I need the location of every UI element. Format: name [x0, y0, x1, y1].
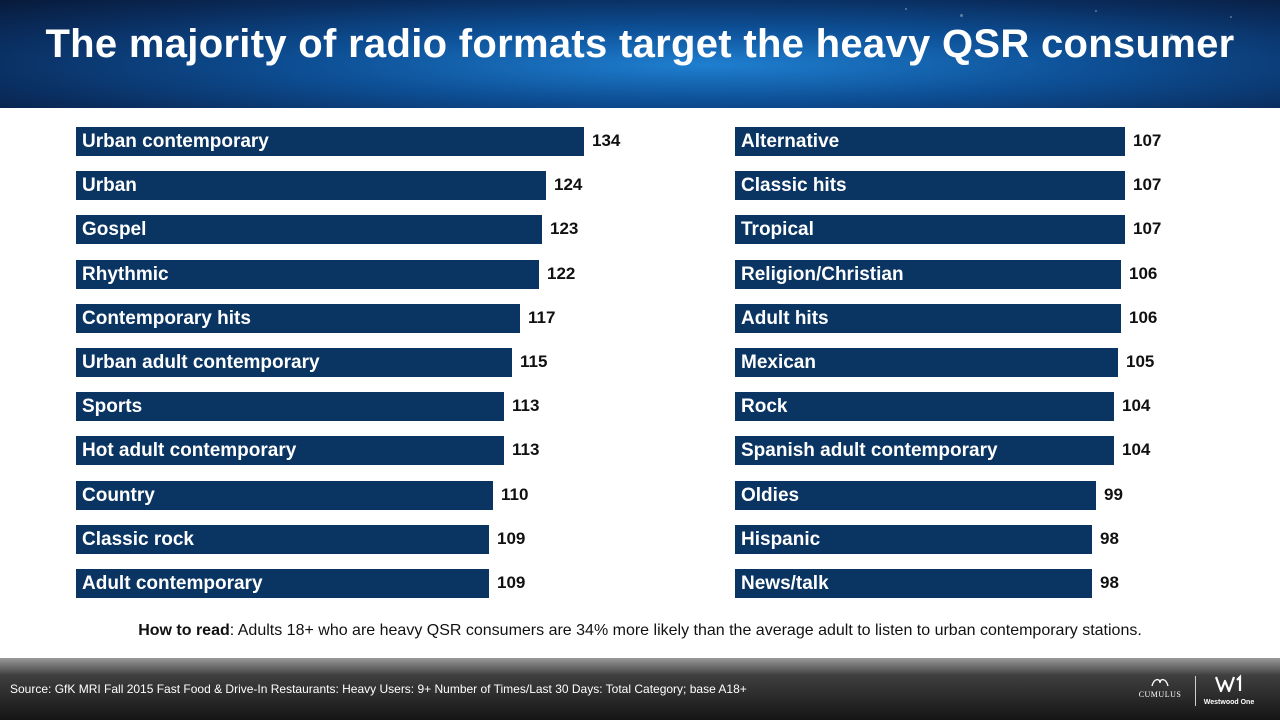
- sparkle-dot: [905, 8, 907, 10]
- logo-divider: [1195, 676, 1196, 706]
- bar-category-label: Adult contemporary: [82, 572, 263, 594]
- bar-category-label: Urban adult contemporary: [82, 351, 320, 373]
- bar-category-label: Mexican: [741, 351, 816, 373]
- bar-value-label: 113: [512, 396, 540, 415]
- page-title: The majority of radio formats target the…: [45, 22, 1235, 66]
- sparkle-dot: [1010, 30, 1012, 32]
- how-to-read-label: How to read: [138, 622, 230, 639]
- chart-bar: Gospel: [76, 215, 542, 244]
- chart-bar: News/talk: [735, 569, 1092, 598]
- bar-category-label: Hot adult contemporary: [82, 439, 297, 461]
- bar-value-label: 115: [520, 352, 548, 371]
- westwood-one-text: Westwood One: [1203, 699, 1255, 706]
- bar-value-label: 123: [550, 219, 579, 238]
- chart-bar: Sports: [76, 392, 504, 421]
- bar-category-label: Religion/Christian: [741, 263, 904, 285]
- bar-category-label: News/talk: [741, 572, 829, 594]
- bar-value-label: 98: [1100, 573, 1119, 592]
- bar-value-label: 104: [1122, 396, 1151, 415]
- sparkle-dot: [1230, 16, 1232, 18]
- cumulus-logo: CUMULUS: [1134, 676, 1186, 710]
- chart-bar: Alternative: [735, 127, 1125, 156]
- chart-bar: Spanish adult contemporary: [735, 436, 1114, 465]
- chart-bar: Religion/Christian: [735, 260, 1121, 289]
- chart-bar: Rhythmic: [76, 260, 539, 289]
- bar-value-label: 109: [497, 529, 526, 548]
- cumulus-swirl-icon: [1134, 676, 1186, 690]
- bar-category-label: Spanish adult contemporary: [741, 439, 998, 461]
- bar-value-label: 124: [554, 175, 583, 194]
- footer-bar: Source: GfK MRI Fall 2015 Fast Food & Dr…: [0, 658, 1280, 720]
- bar-value-label: 122: [547, 264, 576, 283]
- bar-category-label: Classic rock: [82, 528, 194, 550]
- chart-bar: Classic rock: [76, 525, 489, 554]
- chart-bar: Adult contemporary: [76, 569, 489, 598]
- bar-value-label: 104: [1122, 440, 1151, 459]
- bar-value-label: 134: [592, 131, 621, 150]
- sparkle-dot: [1170, 34, 1173, 37]
- bar-category-label: Country: [82, 484, 155, 506]
- sparkle-dot: [1095, 10, 1097, 12]
- bar-value-label: 107: [1133, 219, 1162, 238]
- sparkle-dot: [960, 14, 963, 17]
- chart-bar: Hot adult contemporary: [76, 436, 504, 465]
- bar-value-label: 113: [512, 440, 540, 459]
- bar-category-label: Tropical: [741, 218, 814, 240]
- bar-category-label: Oldies: [741, 484, 800, 506]
- chart-bar: Urban: [76, 171, 546, 200]
- bar-category-label: Urban: [82, 174, 137, 196]
- chart-bar: Mexican: [735, 348, 1118, 377]
- bar-category-label: Contemporary hits: [82, 307, 251, 329]
- bar-category-label: Classic hits: [741, 174, 847, 196]
- bar-category-label: Urban contemporary: [82, 130, 269, 152]
- how-to-read-text: : Adults 18+ who are heavy QSR consumers…: [229, 622, 1142, 639]
- bar-value-label: 106: [1129, 308, 1158, 327]
- bar-value-label: 107: [1133, 175, 1162, 194]
- chart-bar: Rock: [735, 392, 1114, 421]
- bar-value-label: 107: [1133, 131, 1162, 150]
- chart-bar: Urban adult contemporary: [76, 348, 512, 377]
- westwood-w1-icon: [1200, 674, 1258, 699]
- chart-bar: Tropical: [735, 215, 1125, 244]
- chart-bar: Classic hits: [735, 171, 1125, 200]
- bar-category-label: Hispanic: [741, 528, 821, 550]
- westwood-one-logo: Westwood One: [1200, 674, 1258, 712]
- bar-category-label: Sports: [82, 395, 143, 417]
- bar-value-label: 106: [1129, 264, 1158, 283]
- chart-bar: Hispanic: [735, 525, 1092, 554]
- cumulus-logo-text: CUMULUS: [1138, 690, 1182, 699]
- chart-bar: Contemporary hits: [76, 304, 520, 333]
- bar-category-label: Rhythmic: [82, 263, 169, 285]
- bar-value-label: 105: [1126, 352, 1155, 371]
- bar-category-label: Alternative: [741, 130, 840, 152]
- bar-category-label: Gospel: [82, 218, 147, 240]
- bar-value-label: 98: [1100, 529, 1119, 548]
- source-note: Source: GfK MRI Fall 2015 Fast Food & Dr…: [10, 682, 747, 696]
- chart-bar: Adult hits: [735, 304, 1121, 333]
- bar-value-label: 109: [497, 573, 526, 592]
- bar-category-label: Adult hits: [741, 307, 829, 329]
- title-banner: The majority of radio formats target the…: [0, 0, 1280, 108]
- bar-value-label: 99: [1104, 485, 1123, 504]
- chart-bar: Oldies: [735, 481, 1096, 510]
- chart-bar: Urban contemporary: [76, 127, 584, 156]
- how-to-read-note: How to read: Adults 18+ who are heavy QS…: [0, 622, 1280, 640]
- bar-value-label: 110: [501, 485, 529, 504]
- chart-bar: Country: [76, 481, 493, 510]
- bar-category-label: Rock: [741, 395, 788, 417]
- bar-value-label: 117: [528, 308, 556, 327]
